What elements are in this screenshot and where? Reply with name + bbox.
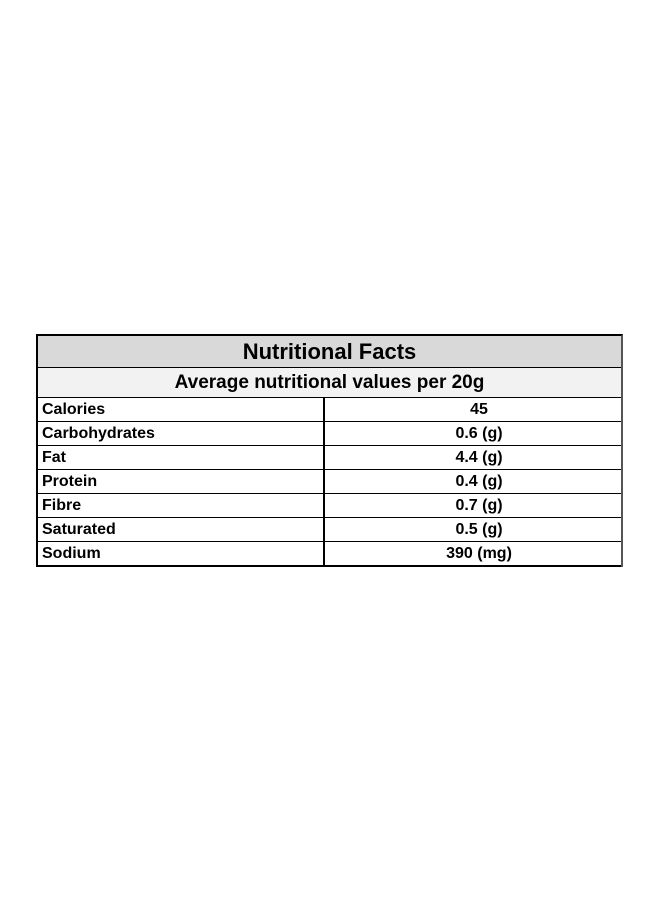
nutrient-amount: 0.4 (g)	[324, 469, 621, 494]
table-subtitle: Average nutritional values per 20g	[38, 368, 621, 398]
nutrient-amount: 0.5 (g)	[324, 517, 621, 542]
table-row: Protein 0.4 (g)	[38, 469, 621, 494]
table-row: Carbohydrates 0.6 (g)	[38, 421, 621, 446]
nutrition-table: Calories 45 Carbohydrates 0.6 (g) Fat 4.…	[38, 398, 621, 567]
nutrient-name: Fibre	[38, 493, 325, 518]
nutrient-amount: 0.7 (g)	[324, 493, 621, 518]
table-row: Fibre 0.7 (g)	[38, 493, 621, 518]
table-row: Calories 45	[38, 398, 621, 422]
table-row: Saturated 0.5 (g)	[38, 517, 621, 542]
nutrient-name: Saturated	[38, 517, 325, 542]
nutrient-amount: 45	[324, 398, 621, 422]
nutrient-name: Carbohydrates	[38, 421, 325, 446]
nutrient-name: Fat	[38, 445, 325, 470]
nutrient-name: Calories	[38, 398, 325, 422]
nutrient-amount: 4.4 (g)	[324, 445, 621, 470]
table-title: Nutritional Facts	[38, 336, 621, 368]
nutrient-name: Sodium	[38, 541, 325, 567]
nutrient-name: Protein	[38, 469, 325, 494]
table-row: Fat 4.4 (g)	[38, 445, 621, 470]
nutrient-amount: 390 (mg)	[324, 541, 621, 567]
nutrient-amount: 0.6 (g)	[324, 421, 621, 446]
table-row: Sodium 390 (mg)	[38, 541, 621, 567]
nutrition-facts-panel: Nutritional Facts Average nutritional va…	[36, 334, 623, 567]
